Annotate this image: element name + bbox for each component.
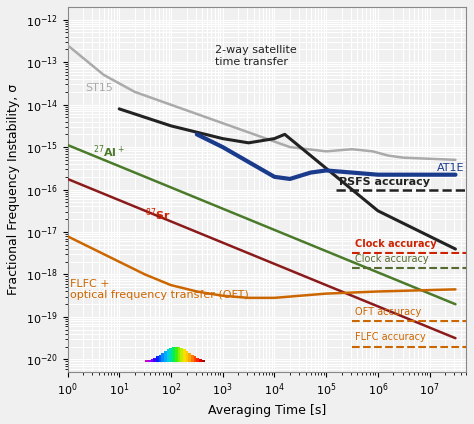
Bar <box>180 348 183 362</box>
Text: FLFC accuracy: FLFC accuracy <box>355 332 425 342</box>
Bar <box>148 360 151 362</box>
Bar <box>145 360 148 362</box>
Bar <box>194 356 196 362</box>
Text: 2-way satellite
time transfer: 2-way satellite time transfer <box>215 45 297 67</box>
Text: Clock accuracy: Clock accuracy <box>355 254 428 264</box>
Text: $^{87}$Sr: $^{87}$Sr <box>145 207 171 223</box>
Bar <box>183 349 186 362</box>
Bar <box>167 349 169 362</box>
Bar <box>164 351 167 362</box>
Y-axis label: Fractional Frequency Instability, σ: Fractional Frequency Instability, σ <box>7 84 20 295</box>
X-axis label: Averaging Time [s]: Averaging Time [s] <box>208 404 326 417</box>
Text: FLFC +
optical frequency transfer (OFT): FLFC + optical frequency transfer (OFT) <box>70 279 249 300</box>
Text: OFT accuracy: OFT accuracy <box>355 307 421 317</box>
Bar <box>156 356 159 362</box>
Text: PSFS accuracy: PSFS accuracy <box>339 177 430 187</box>
Text: ST15: ST15 <box>86 83 113 92</box>
Bar <box>175 347 178 362</box>
Bar <box>178 347 180 362</box>
Bar <box>196 358 199 362</box>
Bar <box>199 359 202 362</box>
Bar <box>202 360 205 362</box>
Text: Clock accuracy: Clock accuracy <box>355 239 436 249</box>
Bar <box>159 354 161 362</box>
Bar <box>169 348 172 362</box>
Bar <box>172 347 175 362</box>
Bar <box>151 359 153 362</box>
Bar <box>188 353 191 362</box>
Bar <box>191 354 194 362</box>
Bar <box>161 353 164 362</box>
Text: AT1E: AT1E <box>438 163 465 173</box>
Bar <box>186 351 188 362</box>
Bar <box>153 358 156 362</box>
Text: $^{27}$Al$^+$: $^{27}$Al$^+$ <box>93 143 125 160</box>
